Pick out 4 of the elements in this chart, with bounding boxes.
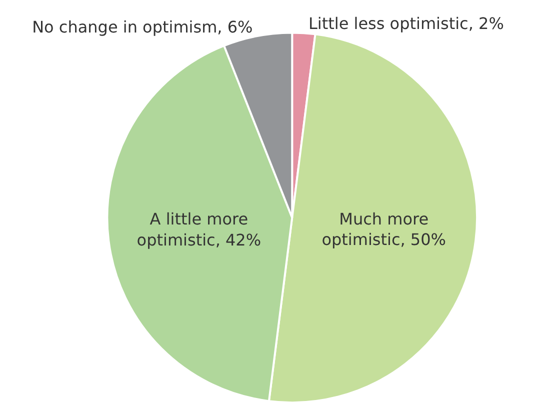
slice-label: No change in optimism, 6% (32, 17, 253, 36)
slice-label: A little more optimistic, 42% (136, 209, 262, 250)
slice-label: Little less optimistic, 2% (308, 14, 504, 34)
slice-label: Much more optimistic, 50% (322, 209, 446, 250)
